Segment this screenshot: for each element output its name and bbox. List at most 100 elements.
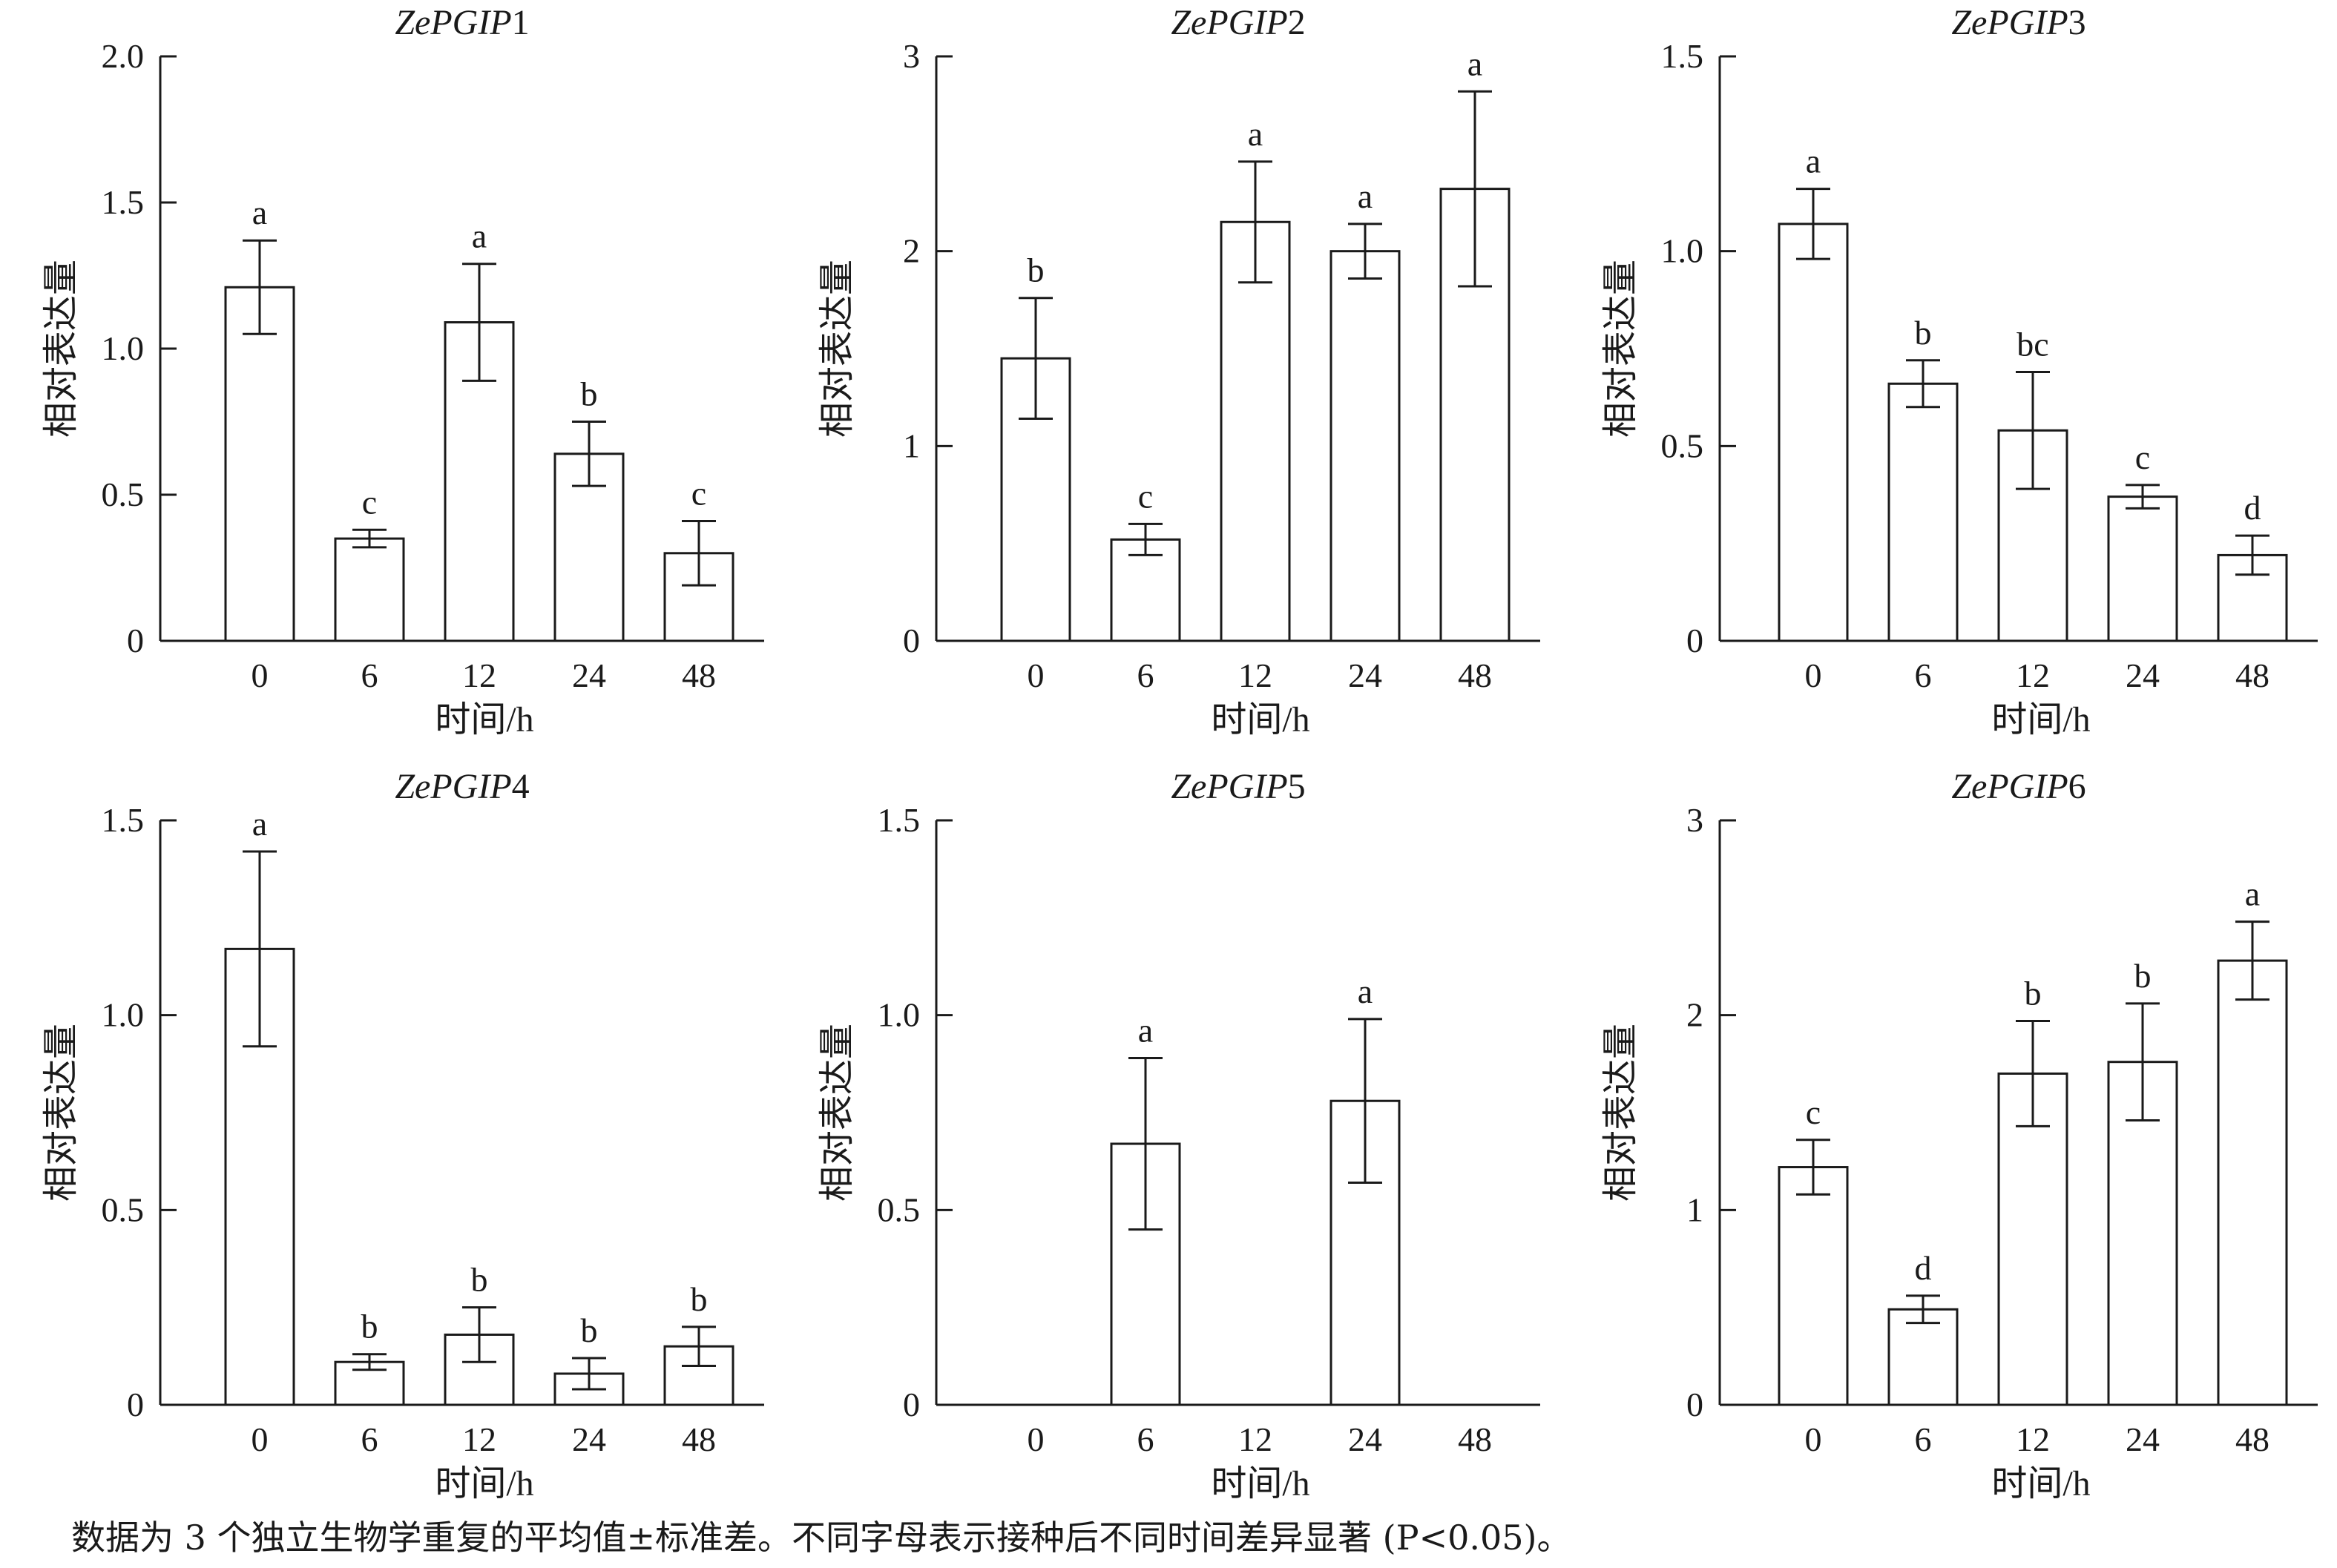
chart-title-number: 4 bbox=[512, 767, 530, 806]
x-tick-label: 0 bbox=[252, 656, 269, 694]
significance-letter: a bbox=[1467, 45, 1482, 82]
chart-panel-3: 0 0.5 1.0 1.5 a 0 b 6 bc 12 c 24 d 48 时间/h 相对表达量 ZePGIP3 bbox=[1601, 3, 2318, 739]
bar bbox=[1778, 1166, 1849, 1406]
x-tick-label: 48 bbox=[2235, 656, 2269, 694]
y-tick-label: 1.5 bbox=[1661, 37, 1704, 75]
y-tick-label: 1 bbox=[903, 426, 920, 464]
bar bbox=[2107, 495, 2178, 642]
chart-panel-4: 0 0.5 1.0 1.5 a 0 b 6 b 12 b 24 b 48 时间/h 相对表达量 ZePGIP4 bbox=[42, 767, 764, 1503]
significance-letter: c bbox=[362, 483, 377, 521]
x-axis-title: 时间/h bbox=[435, 1464, 533, 1503]
chart-title: ZePGIP6 bbox=[1951, 767, 2085, 806]
x-axis-title: 时间/h bbox=[1991, 700, 2090, 739]
significance-letter: a bbox=[252, 194, 267, 231]
y-tick-label: 1.5 bbox=[878, 801, 921, 839]
significance-letter: d bbox=[1915, 1249, 1932, 1287]
x-tick-label: 12 bbox=[462, 656, 496, 694]
x-axis-title: 时间/h bbox=[1211, 1464, 1309, 1503]
y-tick-label: 2.0 bbox=[102, 37, 145, 75]
bar bbox=[1220, 220, 1291, 642]
chart-title: ZePGIP4 bbox=[395, 767, 529, 806]
chart-title-gene: ZePGIP bbox=[1951, 3, 2068, 42]
significance-letter: d bbox=[2244, 489, 2261, 527]
chart-title-gene: ZePGIP bbox=[1171, 3, 1287, 42]
y-tick-label: 1.0 bbox=[102, 996, 145, 1034]
x-tick-label: 12 bbox=[1238, 1420, 1272, 1458]
x-tick-label: 24 bbox=[1348, 656, 1382, 694]
y-tick-label: 0.5 bbox=[102, 1190, 145, 1228]
chart-title-gene: ZePGIP bbox=[395, 3, 511, 42]
y-axis-title: 相对表达量 bbox=[42, 260, 81, 438]
significance-letter: a bbox=[1358, 177, 1373, 215]
bar bbox=[1887, 382, 1959, 642]
significance-letter: b bbox=[691, 1280, 708, 1318]
y-tick-label: 3 bbox=[1686, 801, 1703, 839]
y-axis-title: 相对表达量 bbox=[42, 1024, 81, 1202]
y-tick-label: 0.5 bbox=[1661, 426, 1704, 464]
significance-letter: a bbox=[252, 805, 267, 843]
y-axis-title: 相对表达量 bbox=[1601, 260, 1640, 438]
chart-title-number: 1 bbox=[512, 3, 530, 42]
chart-title: ZePGIP3 bbox=[1951, 3, 2085, 42]
chart-title-number: 2 bbox=[1288, 3, 1306, 42]
bar bbox=[1887, 1308, 1959, 1406]
significance-letter: c bbox=[691, 474, 706, 512]
y-tick-label: 3 bbox=[903, 37, 920, 75]
y-tick-label: 0.5 bbox=[878, 1190, 921, 1228]
significance-letter: a bbox=[1138, 1011, 1153, 1049]
chart-panel-1: 0 0.5 1.0 1.5 2.0 a 0 c 6 a 12 b 24 c 48 时间/h 相对表达量 ZePGI… bbox=[42, 3, 764, 739]
y-tick-label: 0 bbox=[1686, 622, 1703, 659]
x-tick-label: 24 bbox=[2126, 1420, 2160, 1458]
x-tick-label: 12 bbox=[462, 1420, 496, 1458]
y-tick-label: 0 bbox=[127, 622, 144, 659]
x-tick-label: 12 bbox=[1238, 656, 1272, 694]
x-tick-label: 0 bbox=[1028, 1420, 1045, 1458]
significance-letter: b bbox=[1028, 251, 1045, 289]
bar bbox=[334, 537, 405, 642]
x-tick-label: 48 bbox=[1458, 656, 1492, 694]
chart-title: ZePGIP1 bbox=[395, 3, 529, 42]
x-tick-label: 24 bbox=[572, 1420, 606, 1458]
x-tick-label: 6 bbox=[361, 1420, 378, 1458]
y-tick-label: 0 bbox=[127, 1386, 144, 1423]
significance-letter: b bbox=[1915, 314, 1932, 352]
y-tick-label: 1.0 bbox=[102, 329, 145, 367]
chart-title: ZePGIP2 bbox=[1171, 3, 1305, 42]
x-tick-label: 48 bbox=[682, 1420, 716, 1458]
x-tick-label: 0 bbox=[1805, 656, 1822, 694]
x-tick-label: 24 bbox=[2126, 656, 2160, 694]
x-axis-title: 时间/h bbox=[1991, 1464, 2090, 1503]
x-tick-label: 6 bbox=[361, 656, 378, 694]
significance-letter: c bbox=[1138, 477, 1153, 515]
significance-letter: b bbox=[471, 1261, 488, 1299]
y-axis-title: 相对表达量 bbox=[818, 1024, 857, 1202]
y-tick-label: 1.0 bbox=[1661, 232, 1704, 270]
significance-letter: b bbox=[581, 1311, 598, 1349]
figure-footnote: 数据为 3 个独立生物学重复的平均值±标准差。不同字母表示接种后不同时间差异显著… bbox=[71, 1518, 1571, 1558]
y-axis-title: 相对表达量 bbox=[1601, 1024, 1640, 1202]
x-tick-label: 6 bbox=[1915, 1420, 1932, 1458]
chart-panel-5: 0 0.5 1.0 1.5 0 a 6 12 a 24 48 时间/h 相对表达量 ZePGIP5 bbox=[818, 767, 1540, 1503]
chart-title-gene: ZePGIP bbox=[1171, 767, 1287, 806]
significance-letter: b bbox=[581, 375, 598, 413]
significance-letter: a bbox=[2245, 875, 2260, 913]
y-tick-label: 1.5 bbox=[102, 801, 145, 839]
x-tick-label: 12 bbox=[2016, 1420, 2050, 1458]
chart-title: ZePGIP5 bbox=[1171, 767, 1305, 806]
x-tick-label: 0 bbox=[252, 1420, 269, 1458]
bar bbox=[2217, 553, 2288, 642]
bar bbox=[1329, 250, 1401, 642]
bar bbox=[444, 321, 515, 642]
x-tick-label: 0 bbox=[1028, 656, 1045, 694]
significance-letter: a bbox=[1248, 115, 1263, 153]
significance-letter: a bbox=[472, 217, 487, 255]
x-tick-label: 48 bbox=[2235, 1420, 2269, 1458]
x-tick-label: 24 bbox=[572, 656, 606, 694]
y-tick-label: 0 bbox=[903, 622, 920, 659]
y-tick-label: 1 bbox=[1686, 1190, 1703, 1228]
y-tick-label: 2 bbox=[1686, 996, 1703, 1034]
x-tick-label: 24 bbox=[1348, 1420, 1382, 1458]
